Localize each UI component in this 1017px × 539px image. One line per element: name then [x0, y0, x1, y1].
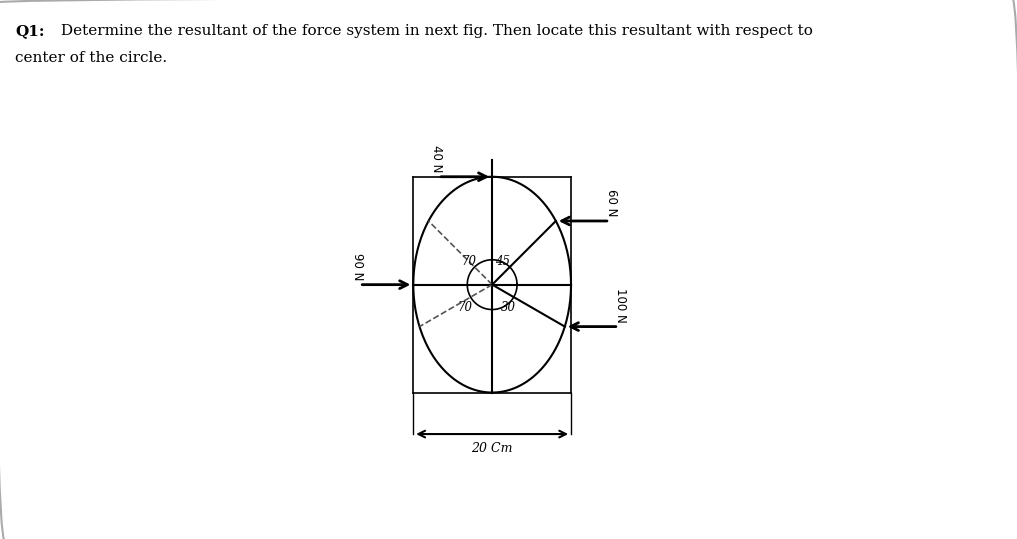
Text: center of the circle.: center of the circle.: [15, 51, 168, 65]
Text: 40 N: 40 N: [429, 145, 442, 172]
Text: 100 N: 100 N: [614, 288, 627, 322]
Text: Q1:: Q1:: [15, 24, 45, 38]
Text: 70: 70: [458, 301, 473, 314]
Text: 30: 30: [501, 301, 517, 314]
Text: Determine the resultant of the force system in next fig. Then locate this result: Determine the resultant of the force sys…: [56, 24, 813, 38]
Text: 20 Cm: 20 Cm: [472, 441, 513, 454]
Text: 70: 70: [462, 255, 477, 268]
Text: 90 N: 90 N: [351, 253, 364, 280]
Text: 60 N: 60 N: [605, 189, 618, 217]
Text: 45: 45: [495, 255, 511, 268]
